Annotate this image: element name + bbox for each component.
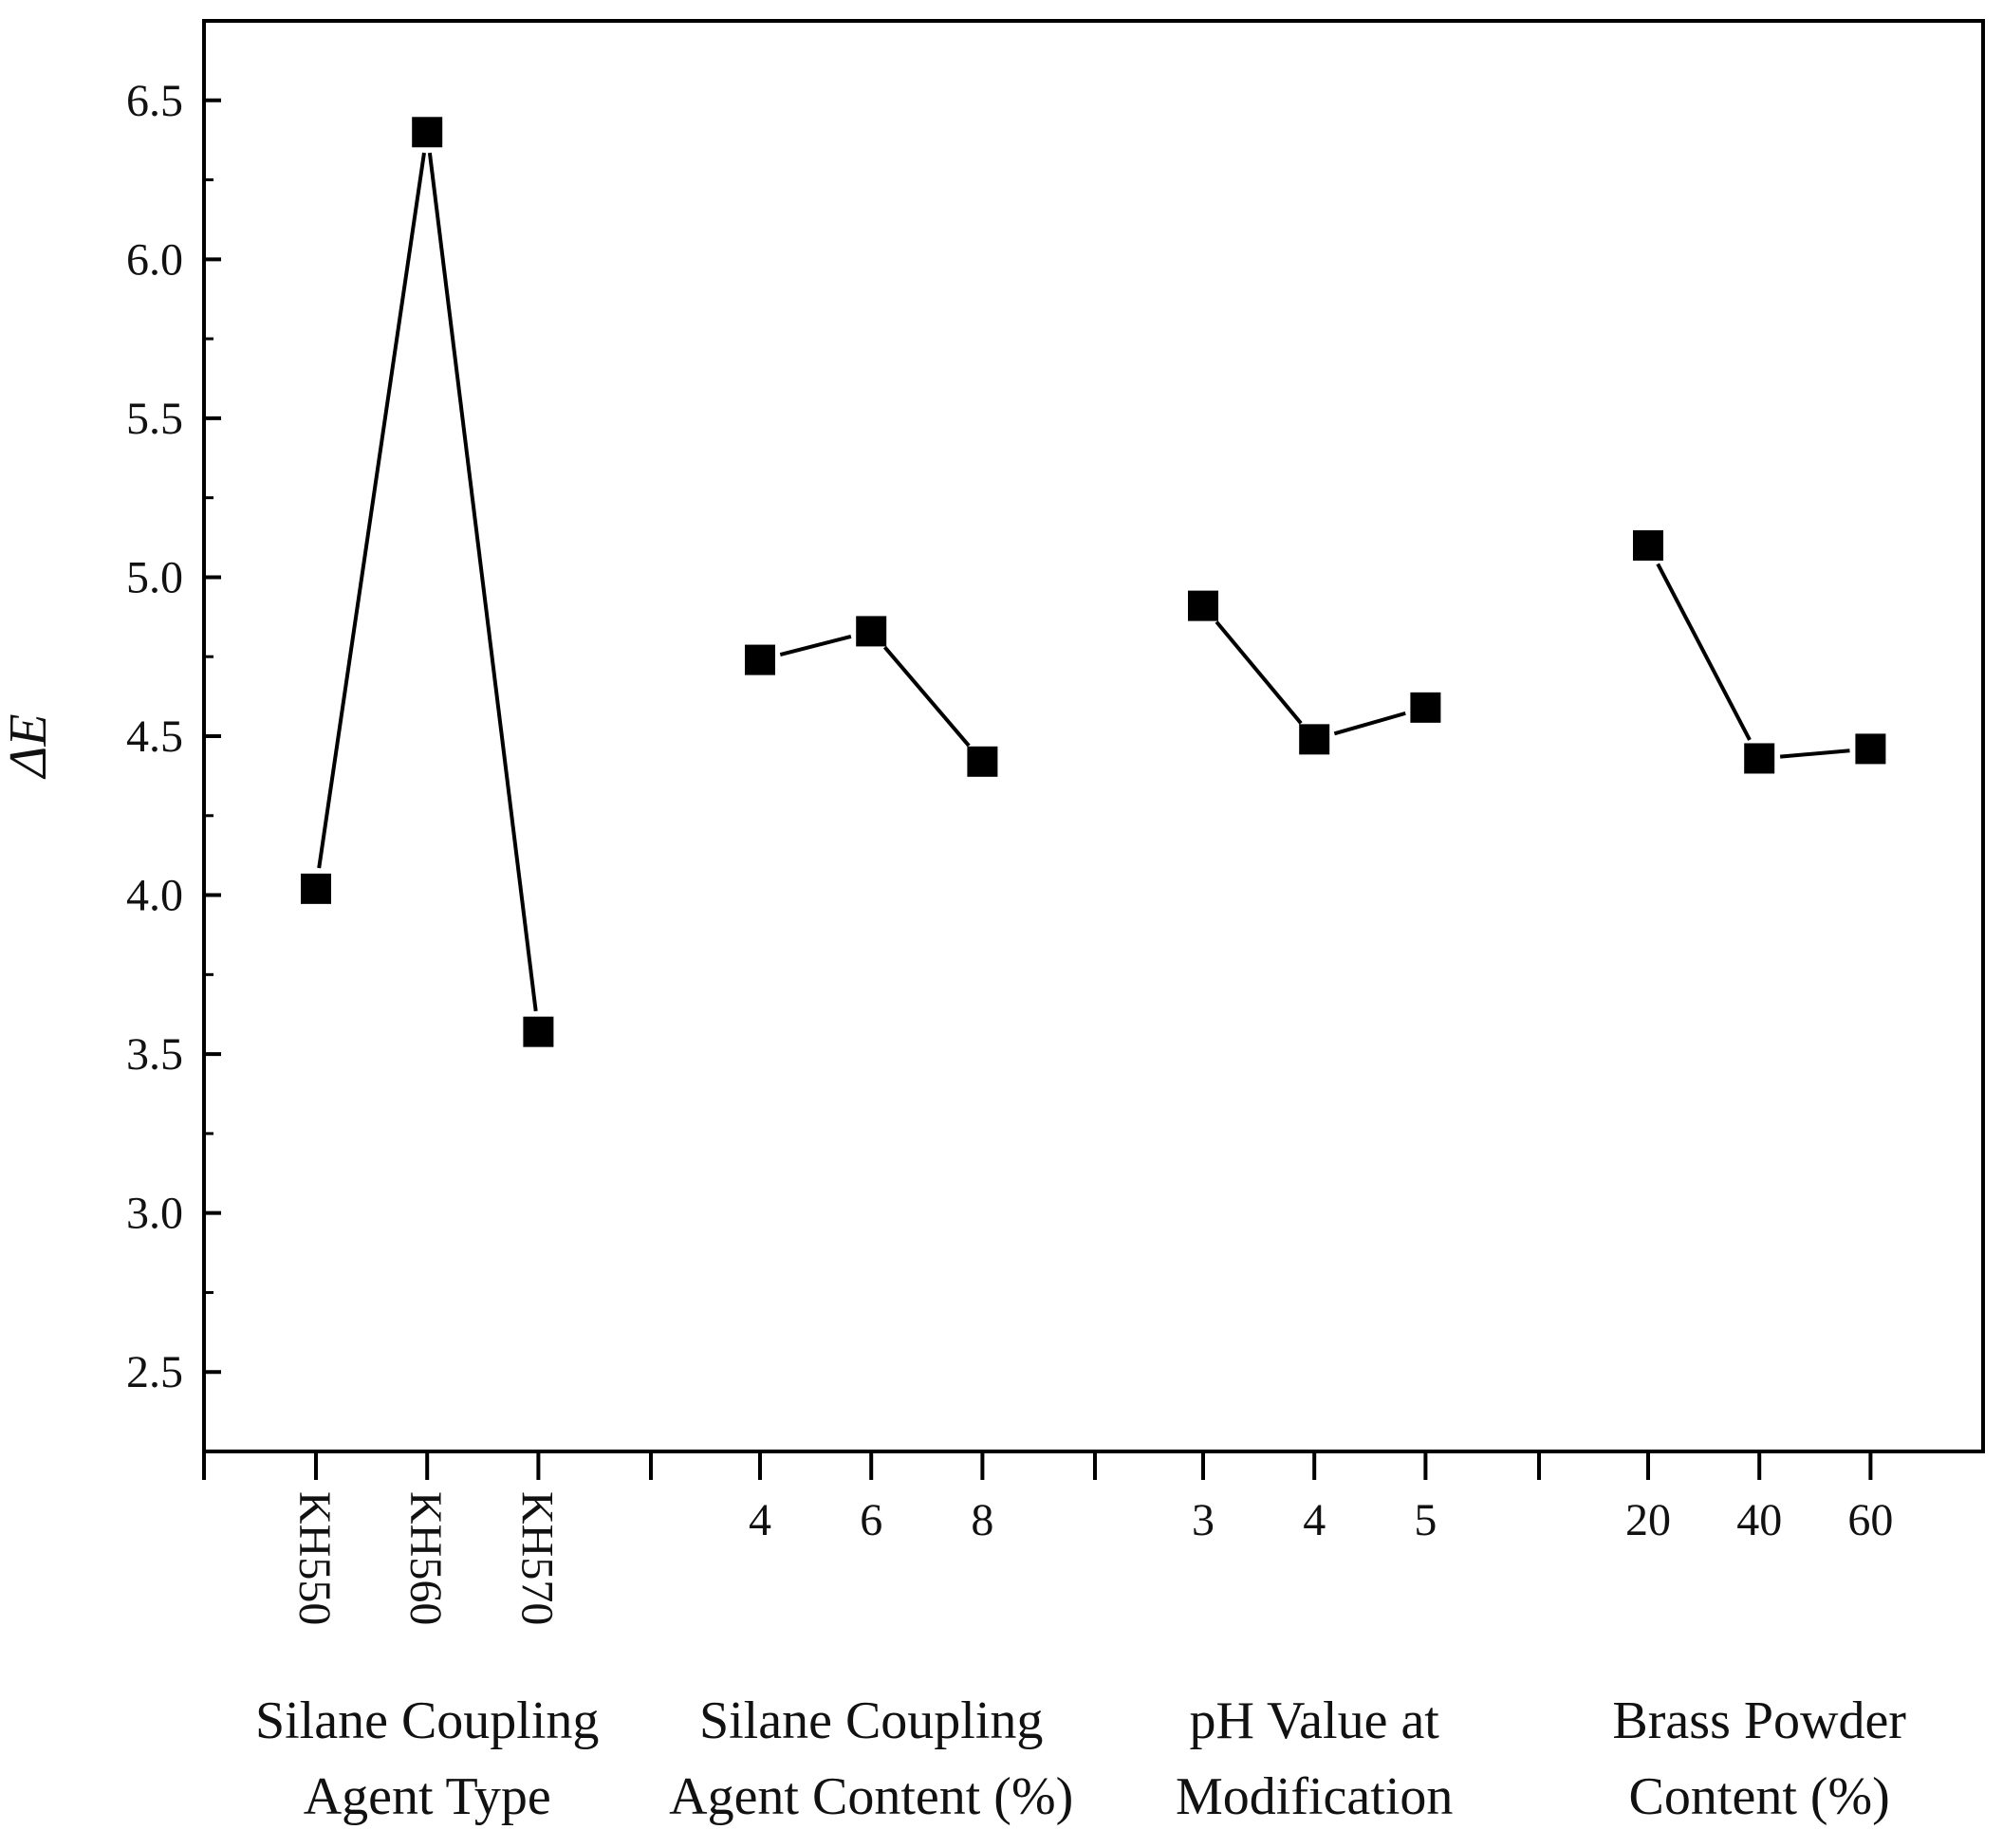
- series-line-segment: [882, 645, 971, 748]
- y-tick-label: 3.5: [126, 1029, 183, 1080]
- y-axis: 2.5 3.0 3.5 4.0 4.5 5.0 5.5 6.0 6.5: [126, 76, 221, 1397]
- data-point-marker: [1633, 529, 1663, 561]
- x-group-label: Agent Type: [304, 1767, 551, 1826]
- x-axis: KH550 KH560 KH570 Silane Coupling Agent Type…: [202, 1451, 1906, 1826]
- data-point-marker: [412, 117, 443, 148]
- data-point-marker: [1299, 724, 1330, 755]
- x-tick-label: 4: [1303, 1495, 1326, 1545]
- x-tick-label: 8: [971, 1495, 993, 1545]
- x-tick-label: 40: [1736, 1495, 1782, 1545]
- y-tick-label: 3.0: [126, 1189, 183, 1239]
- x-tick-label: 60: [1847, 1495, 1893, 1545]
- y-tick-label: 4.5: [126, 711, 183, 762]
- plot-frame-layer: [202, 19, 1985, 1453]
- data-point-marker: [1188, 590, 1218, 621]
- y-tick-label: 6.0: [126, 234, 183, 285]
- series-layer: [301, 117, 1886, 1047]
- x-group-label: Silane Coupling: [699, 1691, 1043, 1750]
- x-tick-label: 20: [1625, 1495, 1671, 1545]
- x-tick-label: 5: [1414, 1495, 1437, 1545]
- data-point-marker: [745, 644, 775, 675]
- x-group-label: Modification: [1176, 1767, 1453, 1826]
- y-tick-label: 5.0: [126, 552, 183, 602]
- data-point-marker: [1855, 733, 1886, 765]
- data-point-marker: [301, 873, 331, 904]
- y-tick-label: 5.5: [126, 394, 183, 444]
- x-tick-label: 3: [1192, 1495, 1215, 1545]
- series-line-segment: [427, 152, 538, 1012]
- y-tick-label: 6.5: [126, 76, 183, 126]
- series-line-segment: [317, 152, 426, 869]
- data-point-marker: [1410, 692, 1441, 723]
- x-group-label: Silane Coupling: [255, 1691, 599, 1750]
- x-group-label: Content (%): [1629, 1767, 1890, 1826]
- series-line-segment: [1656, 563, 1752, 741]
- plot-frame: [202, 19, 1985, 1453]
- series-line-segment: [779, 634, 852, 657]
- series-line-segment: [1215, 620, 1303, 725]
- data-point-marker: [1744, 743, 1775, 774]
- y-tick-label: 2.5: [126, 1347, 183, 1397]
- x-tick-label: KH570: [511, 1491, 562, 1625]
- data-point-marker: [856, 616, 887, 647]
- x-tick-label: 6: [860, 1495, 882, 1545]
- x-tick-label: KH550: [289, 1491, 340, 1625]
- x-tick-label: 4: [749, 1495, 771, 1545]
- x-group-label: Brass Powder: [1612, 1691, 1906, 1750]
- y-axis-title: ΔE: [0, 713, 58, 779]
- x-group-label: pH Value at: [1190, 1691, 1440, 1750]
- y-tick-label: 4.0: [126, 871, 183, 921]
- x-group-label: Agent Content (%): [669, 1767, 1073, 1826]
- data-point-marker: [967, 746, 998, 777]
- series-line-segment: [1333, 711, 1406, 736]
- x-tick-label: KH560: [400, 1491, 451, 1625]
- data-point-marker: [523, 1016, 554, 1047]
- series-line-segment: [1779, 748, 1850, 759]
